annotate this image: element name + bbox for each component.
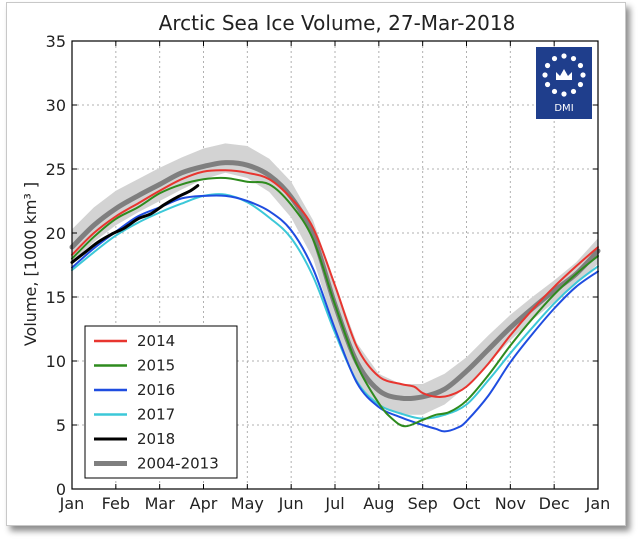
legend: 2014 2015 2016 2017 2018 2004-2013 [84, 325, 238, 479]
logo-star [551, 88, 558, 95]
series-line-2014 [71, 169, 599, 399]
legend-label: 2016 [137, 381, 175, 399]
x-tick-label: Feb [102, 494, 130, 513]
logo-star [561, 53, 567, 59]
x-tick-label: Apr [190, 494, 218, 513]
legend-label: 2017 [137, 406, 175, 424]
logo-star [544, 81, 551, 88]
logo-background [536, 47, 592, 119]
x-tick-label: Jan [59, 494, 85, 513]
y-tick-label: 20 [46, 224, 66, 243]
logo-star [551, 55, 558, 62]
y-tick-label: 25 [46, 160, 66, 179]
logo-star [577, 62, 584, 69]
y-tick-label: 0 [56, 480, 66, 499]
logo-star [542, 72, 548, 78]
legend-label: 2014 [137, 332, 175, 350]
logo-text: DMI [554, 103, 573, 114]
chart-title: Arctic Sea Ice Volume, 27-Mar-2018 [159, 11, 516, 35]
logo-star [570, 55, 577, 62]
legend-label: 2018 [137, 430, 175, 448]
x-tick-label: Nov [495, 494, 526, 513]
logo-star [561, 91, 567, 97]
y-tick-labels: 0 5 10 15 20 25 30 35 [46, 32, 598, 499]
logo-star [570, 88, 577, 95]
x-tick-label: Sep [408, 494, 438, 513]
logo-star [580, 72, 586, 78]
y-tick-label: 10 [46, 352, 66, 371]
x-tick-label: Jan [585, 494, 611, 513]
series-line-2017 [71, 193, 599, 420]
legend-box [84, 325, 238, 479]
logo-star [544, 62, 551, 69]
legend-label: 2015 [137, 357, 175, 375]
x-tick-label: Dec [539, 494, 570, 513]
y-tick-label: 5 [56, 416, 66, 435]
series-line-2018 [70, 184, 200, 264]
x-tick-label: Jul [324, 494, 344, 513]
x-tick-label: Oct [453, 494, 481, 513]
x-tick-label: May [231, 494, 264, 513]
x-tick-label: Jun [278, 494, 304, 513]
series-line-2015 [71, 176, 599, 428]
x-tick-label: Mar [145, 494, 176, 513]
x-tick-labels: Jan Feb Mar Apr May Jun Jul Aug Sep Oct Nov Dec Jan [59, 41, 611, 513]
x-tick-label: Aug [363, 494, 394, 513]
y-tick-label: 30 [46, 96, 66, 115]
y-tick-label: 35 [46, 32, 66, 51]
logo-crown [556, 69, 572, 80]
y-tick-label: 15 [46, 288, 66, 307]
logo-star [577, 81, 584, 88]
legend-label: 2004-2013 [137, 455, 219, 473]
series-lines [69, 160, 601, 433]
dmi-logo: DMI [536, 47, 592, 119]
y-axis-label: Volume, [1000 km³ ] [21, 182, 40, 346]
